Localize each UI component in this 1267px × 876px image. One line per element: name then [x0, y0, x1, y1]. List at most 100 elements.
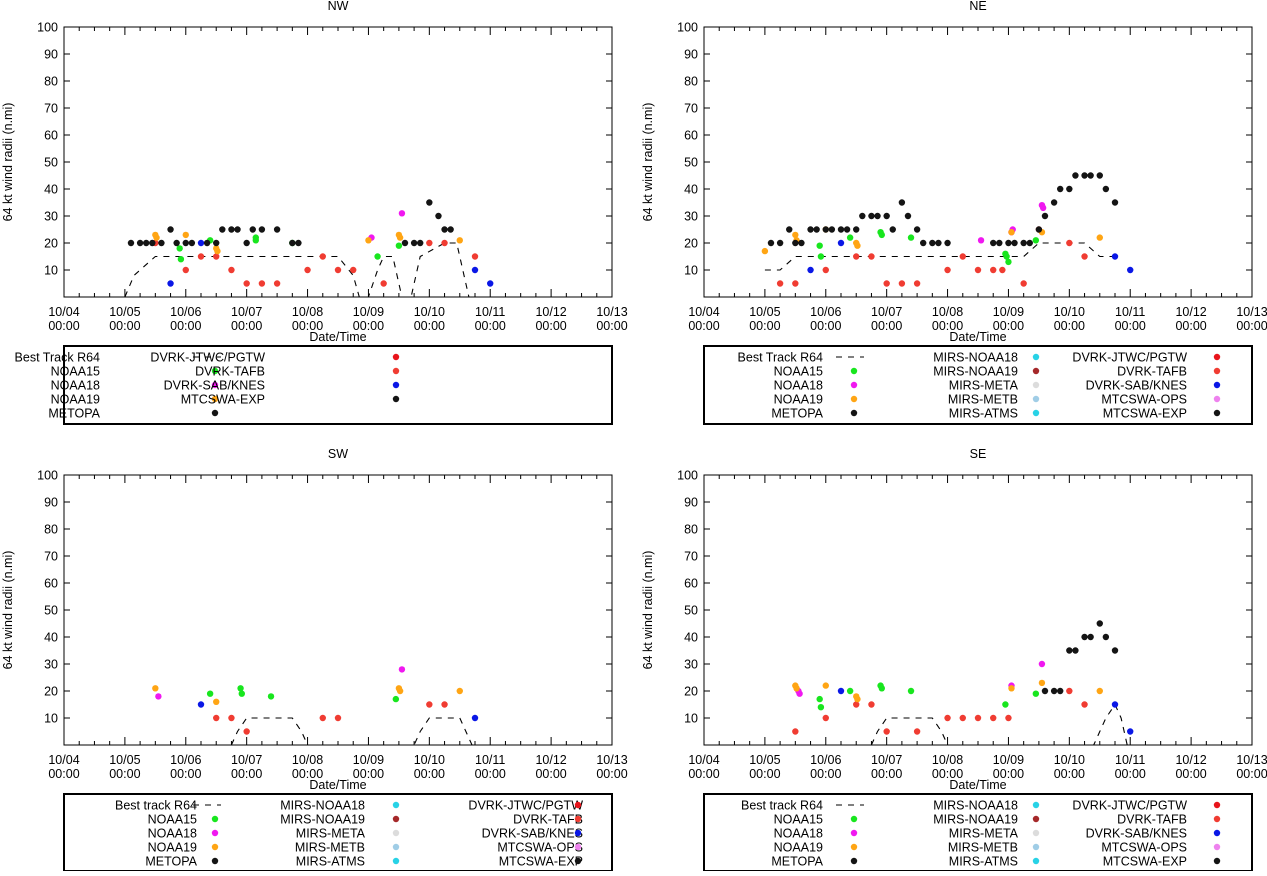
- series-noaa19: [152, 231, 463, 255]
- legend-label: DVRK-JTWC/PGTW: [150, 351, 265, 365]
- legend-label: MTCSWA-EXP: [1103, 855, 1187, 869]
- data-point: [793, 685, 800, 692]
- x-tick-time: 00:00: [292, 319, 323, 333]
- data-point: [182, 239, 189, 247]
- panel-se: SE 10 20 30 40 50 60 70 80 90 100 64 kt wind radii …: [641, 447, 1267, 872]
- y-axis: 10 20 30 40 50 60 70 80 90 100: [677, 21, 1252, 278]
- data-point: [1081, 701, 1088, 708]
- data-point: [1005, 258, 1012, 266]
- legend-swatch: [1032, 409, 1040, 417]
- data-point: [913, 226, 921, 233]
- data-point: [243, 239, 250, 247]
- data-point: [441, 226, 448, 233]
- y-tick-label: 50: [44, 156, 58, 170]
- x-tick-date: 10/12: [535, 753, 566, 767]
- series-dvrk-tafb: [213, 701, 448, 735]
- x-tick-date: 10/13: [596, 753, 627, 767]
- data-point: [334, 714, 342, 722]
- legend-swatch: [574, 843, 582, 851]
- data-point: [796, 690, 803, 697]
- legend-label: MIRS-NOAA19: [280, 813, 365, 827]
- series-dvrk-tafb: [792, 687, 1088, 735]
- data-point: [197, 701, 205, 708]
- legend-swatch: [1213, 367, 1221, 375]
- data-point: [1050, 199, 1058, 206]
- legend-swatch: [850, 843, 858, 851]
- x-tick-time: 00:00: [231, 319, 262, 333]
- data-point: [471, 266, 479, 274]
- data-point: [213, 239, 220, 247]
- legend-label: MTCSWA-EXP: [499, 855, 583, 869]
- data-point: [913, 728, 921, 735]
- x-tick-time: 00:00: [535, 767, 566, 781]
- x-tick-time: 00:00: [749, 767, 780, 781]
- legend-label: DVRK-JTWC/PGTW: [468, 799, 583, 813]
- legend-label: METOPA: [145, 855, 197, 869]
- x-tick-date: 10/04: [48, 753, 79, 767]
- series-noaa15: [206, 685, 400, 703]
- x-tick-date: 10/06: [170, 753, 201, 767]
- legend-swatch: [1032, 829, 1040, 837]
- data-point: [334, 266, 342, 274]
- legend-swatch: [211, 829, 219, 837]
- plot-frame: [63, 474, 613, 746]
- legend-swatch: [1213, 381, 1221, 389]
- data-point: [1081, 172, 1088, 179]
- data-point: [206, 690, 214, 697]
- data-point: [1050, 687, 1058, 695]
- data-point: [267, 693, 275, 700]
- x-tick-date: 10/11: [475, 305, 505, 319]
- legend-label: MIRS-NOAA18: [933, 799, 1018, 813]
- y-tick-label: 40: [44, 183, 58, 197]
- x-tick-date: 10/09: [353, 305, 384, 319]
- data-point: [868, 253, 875, 260]
- legend-swatch: [211, 409, 219, 417]
- legend-swatch: [392, 381, 400, 389]
- y-axis-label: 64 kt wind radii (n.mi): [641, 551, 655, 670]
- legend-swatch: [1032, 857, 1040, 865]
- data-point: [127, 239, 135, 247]
- legend-label: NOAA19: [774, 841, 823, 855]
- series-dvrk-sab-knes: [807, 239, 1134, 274]
- legend-label: MIRS-ATMS: [296, 855, 365, 869]
- legend-label: NOAA19: [148, 841, 197, 855]
- legend-label: DVRK-SAB/KNES: [1086, 827, 1187, 841]
- data-point: [977, 237, 985, 244]
- panel-title: SE: [970, 447, 987, 461]
- x-tick-date: 10/12: [535, 305, 566, 319]
- x-tick-date: 10/10: [1054, 305, 1085, 319]
- data-point: [1102, 185, 1110, 193]
- best-track-line: [230, 717, 473, 745]
- data-point: [188, 239, 196, 247]
- data-point: [1111, 199, 1119, 206]
- y-tick-label: 80: [44, 75, 58, 89]
- y-tick-label: 90: [44, 48, 58, 62]
- legend-label: METOPA: [771, 855, 823, 869]
- data-point: [417, 239, 424, 247]
- series-dvrk-sab-knes: [197, 701, 479, 722]
- x-tick-time: 00:00: [1115, 319, 1146, 333]
- data-point: [350, 266, 357, 274]
- plot-frame: [703, 474, 1253, 746]
- data-point: [878, 231, 885, 239]
- data-point: [149, 239, 156, 247]
- data-point: [854, 242, 861, 249]
- y-tick-label: 10: [44, 264, 58, 278]
- data-point: [1020, 280, 1027, 287]
- legend-swatch: [1213, 829, 1221, 837]
- legend-label: Best track R64: [115, 799, 197, 813]
- x-tick-date: 10/09: [993, 753, 1024, 767]
- legend-swatch: [1213, 801, 1221, 809]
- legend-label: MTCSWA-EXP: [1103, 407, 1187, 421]
- data-point: [238, 690, 245, 697]
- data-point: [883, 280, 890, 287]
- x-tick-time: 00:00: [48, 767, 79, 781]
- legend-label: MIRS-ATMS: [949, 407, 1018, 421]
- y-tick-label: 100: [37, 469, 58, 483]
- x-tick-time: 00:00: [353, 767, 384, 781]
- y-tick-label: 90: [44, 496, 58, 510]
- data-point: [767, 239, 775, 247]
- data-point: [197, 239, 205, 247]
